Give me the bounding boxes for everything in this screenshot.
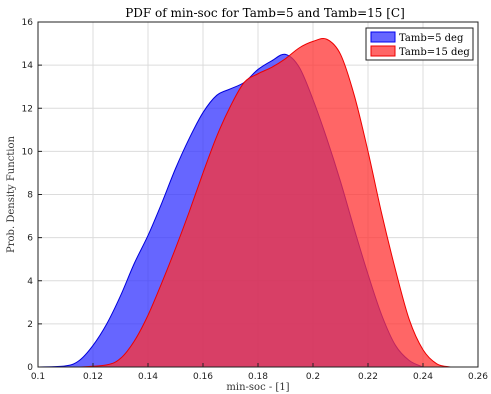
x-axis-label: min-soc - [1] [226, 382, 289, 393]
series-areas [37, 37, 451, 368]
y-tick-label: 14 [22, 61, 34, 71]
y-tick-label: 10 [22, 147, 34, 157]
legend: Tamb=5 deg Tamb=15 deg [365, 27, 474, 61]
legend-label-tamb15: Tamb=15 deg [399, 47, 470, 58]
y-tick-label: 2 [27, 320, 33, 330]
x-tick-label: 0.26 [468, 372, 488, 382]
x-tick-label: 0.22 [358, 372, 378, 382]
y-tick-label: 0 [27, 363, 33, 373]
x-tick-label: 0.24 [413, 372, 433, 382]
x-tick-label: 0.12 [83, 372, 103, 382]
y-tick-label: 8 [27, 191, 33, 201]
y-axis-label: Prob. Density Function [6, 135, 17, 252]
y-tick-label: 12 [22, 104, 33, 114]
axis-ticks: 0.1 0.12 0.14 0.16 0.18 0.2 0.22 0.24 0.26 0 2 4 6 8 1… [22, 18, 489, 382]
series-area-tamb15 [79, 37, 451, 368]
x-tick-label: 0.18 [248, 372, 268, 382]
chart-title: PDF of min-soc for Tamb=5 and Tamb=15 [C… [125, 6, 405, 20]
legend-label-tamb5: Tamb=5 deg [399, 33, 464, 44]
legend-swatch-tamb15 [370, 45, 396, 57]
y-tick-label: 4 [27, 277, 33, 287]
x-tick-label: 0.1 [31, 372, 45, 382]
y-tick-label: 6 [27, 234, 33, 244]
x-tick-label: 0.2 [306, 372, 320, 382]
x-tick-label: 0.16 [193, 372, 213, 382]
y-tick-label: 16 [22, 18, 34, 28]
x-tick-label: 0.14 [138, 372, 158, 382]
legend-swatch-tamb5 [370, 31, 396, 43]
